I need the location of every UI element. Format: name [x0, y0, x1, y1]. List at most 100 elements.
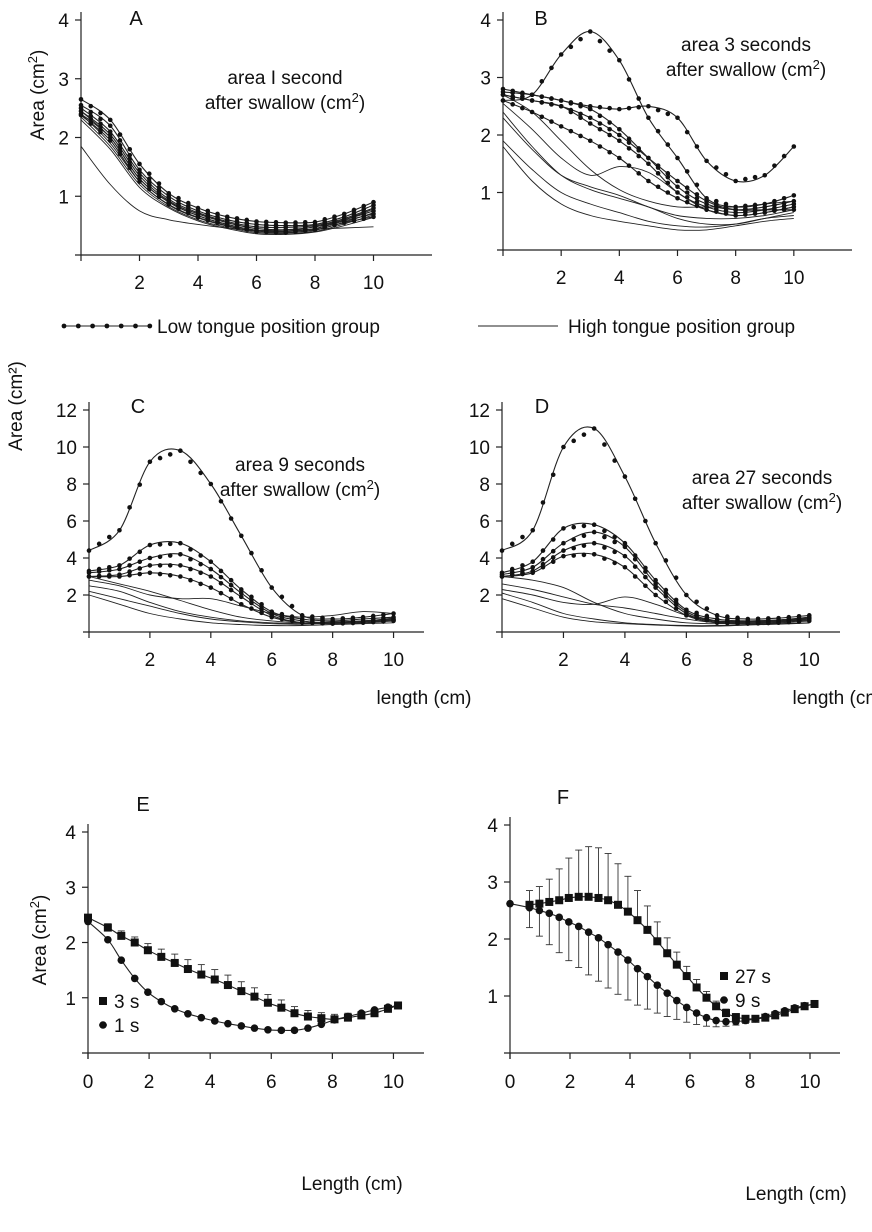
- data-point: [259, 611, 264, 616]
- data-point: [168, 563, 173, 568]
- data-point: [530, 571, 535, 576]
- data-point: [674, 606, 679, 611]
- legend-low-sample-dot: [62, 324, 67, 329]
- data-point: [633, 497, 638, 502]
- data-point: [313, 227, 318, 232]
- y-tick-label: 2: [480, 126, 491, 147]
- x-tick-label: 8: [743, 650, 754, 671]
- data-point: [772, 207, 777, 212]
- square-marker: [595, 894, 603, 902]
- square-marker: [277, 1004, 285, 1012]
- annotation-line-1: area 9 seconds: [235, 455, 365, 476]
- data-point: [520, 106, 525, 111]
- data-point: [539, 94, 544, 99]
- circle-marker: [384, 1003, 392, 1011]
- series-line: [81, 108, 374, 227]
- data-point: [561, 541, 566, 546]
- circle-marker: [614, 948, 622, 956]
- data-point: [617, 156, 622, 161]
- data-point: [588, 138, 593, 143]
- square-marker: [237, 987, 245, 995]
- data-point: [612, 561, 617, 566]
- x-tick-label: 8: [310, 273, 321, 294]
- data-point: [571, 537, 576, 542]
- data-point: [664, 599, 669, 604]
- data-point: [300, 620, 305, 625]
- circle-marker: [238, 1022, 246, 1030]
- data-point: [290, 619, 295, 624]
- data-point: [627, 106, 632, 111]
- series-low-tongue-group: [501, 92, 796, 214]
- data-point: [643, 583, 648, 588]
- data-point: [685, 130, 690, 135]
- data-point: [643, 519, 648, 524]
- data-point: [724, 211, 729, 216]
- series-line: [530, 897, 815, 1019]
- circle-marker: [565, 918, 573, 926]
- data-point: [249, 606, 254, 611]
- data-point: [598, 144, 603, 149]
- data-point: [653, 585, 658, 590]
- circle-marker: [634, 965, 642, 973]
- data-point: [137, 572, 142, 577]
- series-high-tongue-group: [503, 112, 794, 225]
- data-point: [361, 216, 366, 221]
- data-point: [743, 177, 748, 182]
- x-tick-label: 0: [83, 1072, 94, 1093]
- data-point: [617, 127, 622, 132]
- data-point: [704, 207, 709, 212]
- square-marker: [604, 896, 612, 904]
- data-point: [627, 146, 632, 151]
- data-point: [97, 574, 102, 579]
- y-tick-label: 2: [65, 934, 76, 955]
- data-point: [107, 568, 112, 573]
- data-point: [633, 564, 638, 569]
- data-point: [607, 106, 612, 111]
- series-line: [510, 904, 815, 1022]
- y-tick-label: 4: [66, 549, 77, 570]
- data-point: [561, 548, 566, 553]
- data-point: [137, 482, 142, 487]
- x-axis-label: Length (cm): [301, 1174, 402, 1195]
- data-point: [127, 166, 132, 171]
- x-tick-label: 8: [327, 1072, 338, 1093]
- data-point: [118, 152, 123, 157]
- data-point: [188, 578, 193, 583]
- data-point: [209, 482, 214, 487]
- square-marker: [250, 993, 258, 1001]
- data-point: [582, 534, 587, 539]
- data-point: [381, 619, 386, 624]
- legend-square-marker: [99, 997, 107, 1005]
- chart-panel-b: 12342 4 6 8 10Barea 3 secondsafter swallow (…: [480, 8, 852, 289]
- square-marker: [535, 900, 543, 908]
- data-point: [137, 566, 142, 571]
- y-tick-label: 10: [56, 438, 77, 459]
- chart-panel-f: 12340 2 4 6 8 10FLength (cm)27 s9 s: [487, 787, 846, 1205]
- annotation-line-1: area I second: [227, 68, 342, 89]
- annotation-line-1: area 3 seconds: [681, 35, 811, 56]
- data-point: [148, 460, 153, 465]
- square-marker: [585, 893, 593, 901]
- circle-marker: [211, 1017, 219, 1025]
- data-point: [559, 98, 564, 103]
- data-point: [636, 171, 641, 176]
- x-tick-label: 10: [799, 650, 820, 671]
- x-tick-label: 10: [383, 650, 404, 671]
- data-point: [127, 563, 132, 568]
- legend-circle-marker: [720, 996, 728, 1004]
- data-point: [209, 585, 214, 590]
- circle-marker: [595, 934, 603, 942]
- data-point: [578, 134, 583, 139]
- x-axis-label: length (cm): [376, 688, 471, 709]
- data-point: [694, 599, 699, 604]
- x-tick-label: 2: [134, 273, 145, 294]
- legend: Low tongue position group High tongue po…: [62, 317, 796, 338]
- y-tick-label: 10: [469, 438, 490, 459]
- data-point: [168, 452, 173, 457]
- circle-marker: [712, 1017, 720, 1025]
- data-point: [254, 229, 259, 234]
- data-point: [772, 163, 777, 168]
- square-marker: [211, 976, 219, 984]
- data-point: [675, 184, 680, 189]
- data-point: [569, 45, 574, 50]
